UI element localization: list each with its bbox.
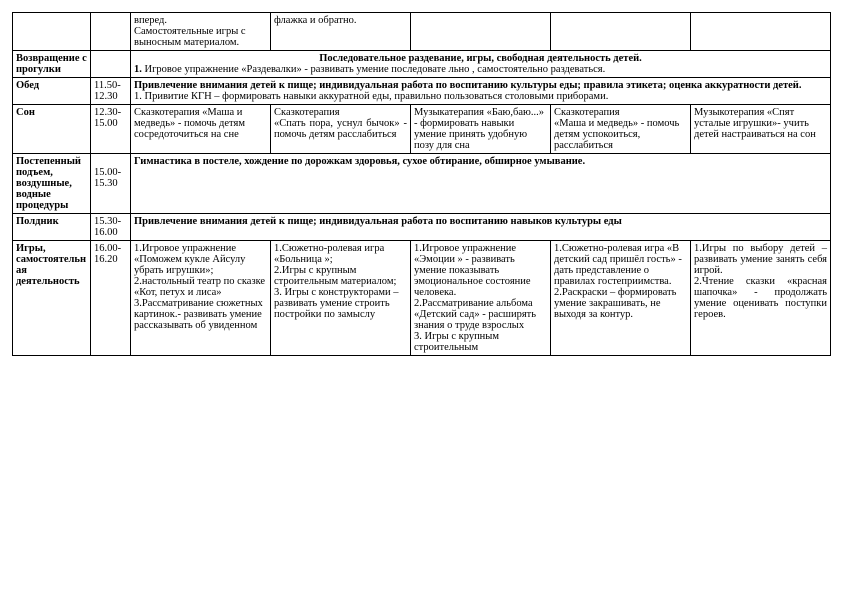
- cell-label: Обед: [13, 78, 91, 105]
- cell-c5: Музыкотерапия «Спят усталые игрушки»- уч…: [691, 105, 831, 154]
- cell-c4: 1.Сюжетно-ролевая игра «В детский сад пр…: [551, 241, 691, 356]
- cell-time: [91, 51, 131, 78]
- cell-content: Привлечение внимания детей к пище; индив…: [131, 78, 831, 105]
- cell-c3: 1.Игровое упражнение «Эмоции » - развива…: [411, 241, 551, 356]
- cell-time: 15.30-16.00: [91, 214, 131, 241]
- cell-content: Последовательное раздевание, игры, свобо…: [131, 51, 831, 78]
- headline: Последовательное раздевание, игры, свобо…: [134, 53, 827, 64]
- cell-label: Полдник: [13, 214, 91, 241]
- cell-c3: [411, 13, 551, 51]
- row-son: Сон 12.30-15.00 Сказкотерапия «Маша и ме…: [13, 105, 831, 154]
- cell-c1: вперед. Самостоятельные игры с выносным …: [131, 13, 271, 51]
- cell-content: Гимнастика в постеле, хождение по дорожк…: [131, 154, 831, 214]
- cell-c4: [551, 13, 691, 51]
- schedule-table: вперед. Самостоятельные игры с выносным …: [12, 12, 831, 356]
- row-return: Возвращение с прогулки Последовательное …: [13, 51, 831, 78]
- cell-c1: Сказкотерапия «Маша и медведь» - помочь …: [131, 105, 271, 154]
- cell-c5: [691, 13, 831, 51]
- line: 1. Привитие КГН – формировать навыки акк…: [134, 91, 827, 102]
- line: 1. 1. Игровое упражнение «Раздевалки» - …: [134, 64, 827, 75]
- cell-time: 11.50-12.30: [91, 78, 131, 105]
- cell-label: Игры, самостоятельная деятельность: [13, 241, 91, 356]
- cell-label: Постепенный подъем, воздушные, водные пр…: [13, 154, 91, 214]
- cell-time: [91, 13, 131, 51]
- row-games: Игры, самостоятельная деятельность 16.00…: [13, 241, 831, 356]
- cell-c2: 1.Сюжетно-ролевая игра «Больница »; 2.Иг…: [271, 241, 411, 356]
- cell-content: Привлечение внимания детей к пище; индив…: [131, 214, 831, 241]
- cell-time: 15.00-15.30: [91, 154, 131, 214]
- row-podem: Постепенный подъем, воздушные, водные пр…: [13, 154, 831, 214]
- time-text: 15.00-15.30: [94, 167, 121, 189]
- cell-c3: Музыкатерапия «Баю,баю...» - формировать…: [411, 105, 551, 154]
- cell-c4: Сказкотерапия «Маша и медведь» - помочь …: [551, 105, 691, 154]
- row-poldnik: Полдник 15.30-16.00 Привлечение внимания…: [13, 214, 831, 241]
- headline: Привлечение внимания детей к пище; индив…: [134, 80, 827, 91]
- cell-label: [13, 13, 91, 51]
- cell-time: 16.00-16.20: [91, 241, 131, 356]
- cell-c1: 1.Игровое упражнение «Поможем кукле Айсу…: [131, 241, 271, 356]
- row-continuation: вперед. Самостоятельные игры с выносным …: [13, 13, 831, 51]
- cell-c2: флажка и обратно.: [271, 13, 411, 51]
- cell-label: Сон: [13, 105, 91, 154]
- cell-c2: Сказкотерапия «Спать пора, уснул бычок» …: [271, 105, 411, 154]
- cell-time: 12.30-15.00: [91, 105, 131, 154]
- cell-label: Возвращение с прогулки: [13, 51, 91, 78]
- row-obed: Обед 11.50-12.30 Привлечение внимания де…: [13, 78, 831, 105]
- cell-c5: 1.Игры по выбору детей – развивать умени…: [691, 241, 831, 356]
